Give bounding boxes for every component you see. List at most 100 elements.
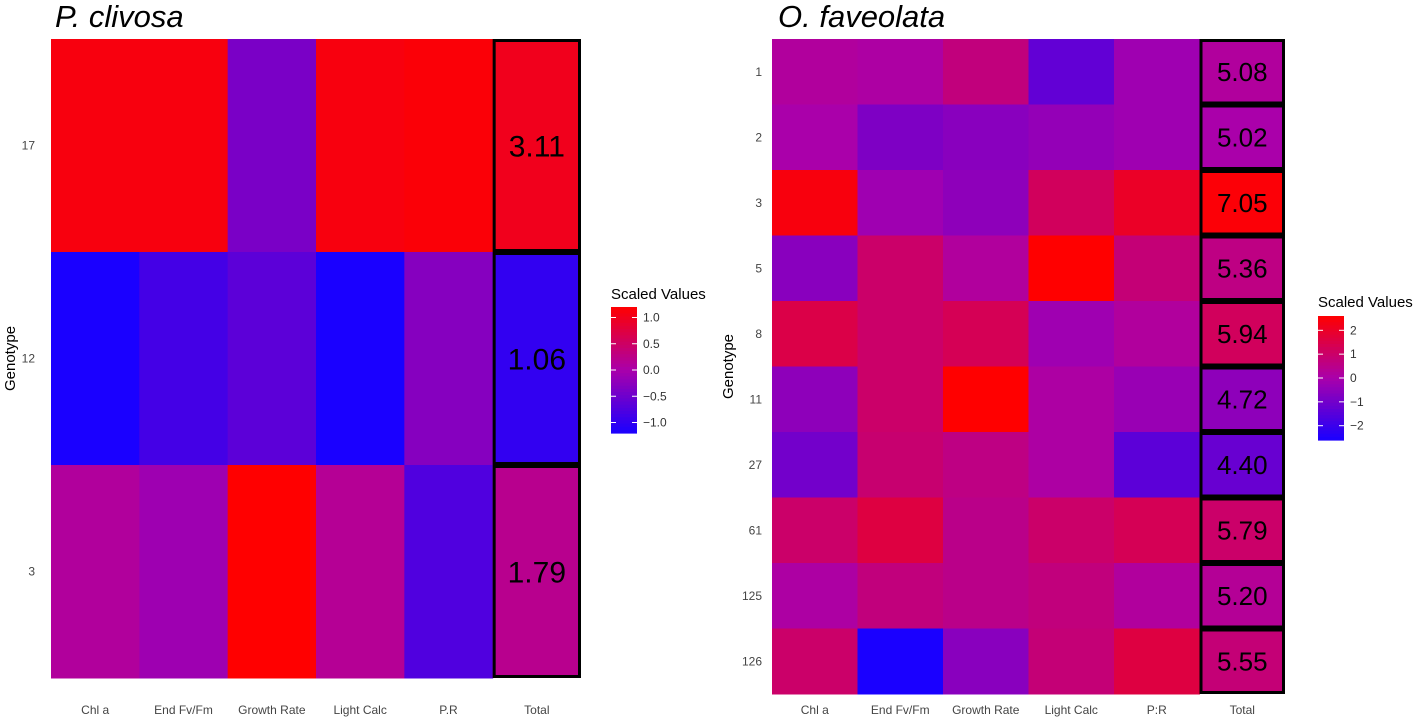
total-value-label: 5.55	[1217, 647, 1268, 677]
heatmap-cell	[943, 366, 1029, 433]
column-tick-label: Light Calc	[1045, 703, 1098, 717]
legend-color-step	[1318, 387, 1344, 391]
legend-title: Scaled Values	[1318, 294, 1413, 311]
total-cell-border	[1199, 39, 1285, 105]
legend-color-step	[611, 351, 637, 355]
heatmap-cell	[772, 39, 858, 105]
total-value-label: 1.06	[508, 343, 566, 376]
row-tick-label: 61	[749, 523, 763, 537]
legend-color-step	[1318, 427, 1344, 432]
total-cell	[1199, 432, 1285, 498]
column-tick-label: Growth Rate	[238, 703, 306, 717]
legend-color-step	[1318, 421, 1344, 426]
heatmap-cell	[1114, 628, 1200, 695]
legend-color-step	[611, 347, 637, 352]
heatmap-cell	[1028, 235, 1115, 302]
column-tick-label: P.R	[439, 703, 458, 717]
total-value-label: 5.94	[1217, 319, 1268, 349]
heatmap-cell	[139, 465, 229, 679]
total-value-label: 4.72	[1217, 385, 1268, 415]
legend-color-step	[611, 420, 637, 425]
legend-tick-label: 1.0	[643, 311, 660, 325]
legend-color-step	[1318, 328, 1344, 333]
total-cell-border	[1199, 563, 1285, 629]
y-axis-label: Genotype	[2, 326, 19, 391]
heatmap-cell	[1114, 366, 1200, 433]
legend-color-step	[1318, 374, 1344, 379]
legend-color-step	[611, 341, 637, 346]
heatmap-cell	[1028, 432, 1115, 498]
total-cell	[1199, 628, 1285, 694]
legend-color-step	[611, 404, 637, 409]
legend-color-step	[1318, 343, 1344, 348]
row-tick-label: 27	[749, 458, 763, 472]
legend-color-step	[1318, 390, 1344, 395]
total-cell-border	[1199, 104, 1285, 170]
total-value-label: 1.79	[508, 556, 566, 589]
legend-color-step	[611, 429, 637, 434]
heatmap-cell	[772, 366, 858, 433]
column-tick-label: Growth Rate	[952, 703, 1020, 717]
total-cell	[492, 39, 581, 252]
chart-title: P. clivosa	[55, 0, 184, 34]
total-cell-border	[1199, 301, 1285, 367]
legend-color-step	[611, 407, 637, 412]
legend-color-step	[611, 388, 637, 393]
total-cell	[492, 252, 581, 465]
heatmap-cell	[1114, 235, 1200, 302]
heatmap-cell	[139, 39, 229, 253]
heatmap-cell	[943, 301, 1029, 367]
legend-color-step	[611, 370, 637, 374]
legend-tick-label: 0.5	[643, 337, 660, 351]
row-tick-label: 5	[755, 261, 762, 275]
legend-color-step	[1318, 371, 1344, 376]
heatmap-cell	[857, 432, 944, 498]
heatmap-cell	[857, 301, 944, 367]
total-cell-border	[1199, 235, 1285, 301]
legend-title: Scaled Values	[611, 286, 706, 303]
row-tick-label: 8	[755, 327, 762, 341]
legend-color-step	[1318, 325, 1344, 329]
legend-color-step	[1318, 365, 1344, 370]
row-tick-label: 17	[22, 139, 36, 153]
legend-color-step	[1318, 378, 1344, 382]
total-value-label: 5.79	[1217, 516, 1268, 546]
legend-color-step	[1318, 436, 1344, 441]
heatmap-cell	[1028, 104, 1115, 171]
total-cell-border	[492, 39, 581, 252]
total-cell-border	[492, 252, 581, 465]
heatmap-cell	[227, 252, 317, 466]
legend-color-step	[611, 313, 637, 318]
legend-color-step	[1318, 359, 1344, 364]
legend-color-step	[1318, 433, 1344, 438]
total-cell	[1199, 104, 1285, 170]
heatmap-cell	[943, 497, 1029, 564]
total-value-label: 4.40	[1217, 450, 1268, 480]
total-cell	[1199, 366, 1285, 432]
heatmap-cell	[316, 465, 405, 679]
legend-color-step	[611, 332, 637, 336]
column-tick-label: End Fv/Fm	[871, 703, 930, 717]
legend-color-step	[611, 310, 637, 314]
heatmap-cell	[857, 497, 944, 564]
legend-color-step	[611, 366, 637, 371]
total-value-label: 5.20	[1217, 581, 1268, 611]
heatmap-cell	[139, 252, 229, 466]
heatmap-cell	[404, 39, 494, 253]
heatmap-cell	[1028, 170, 1115, 236]
legend-color-step	[611, 344, 637, 349]
legend-color-step	[1318, 362, 1344, 367]
heatmap-cell	[857, 563, 944, 629]
heatmap-cell	[772, 563, 858, 629]
heatmap-cell	[772, 301, 858, 367]
total-cell	[1199, 497, 1285, 563]
legend-color-step	[1318, 340, 1344, 345]
legend-color-step	[611, 410, 637, 415]
legend-color-step	[611, 363, 637, 368]
heatmap-cell	[943, 235, 1029, 302]
legend-tick-label: 2	[1350, 323, 1357, 337]
total-cell	[1199, 563, 1285, 629]
total-value-label: 3.11	[509, 130, 565, 163]
heatmap-cell	[227, 465, 317, 679]
column-tick-label: Total	[1230, 703, 1255, 717]
